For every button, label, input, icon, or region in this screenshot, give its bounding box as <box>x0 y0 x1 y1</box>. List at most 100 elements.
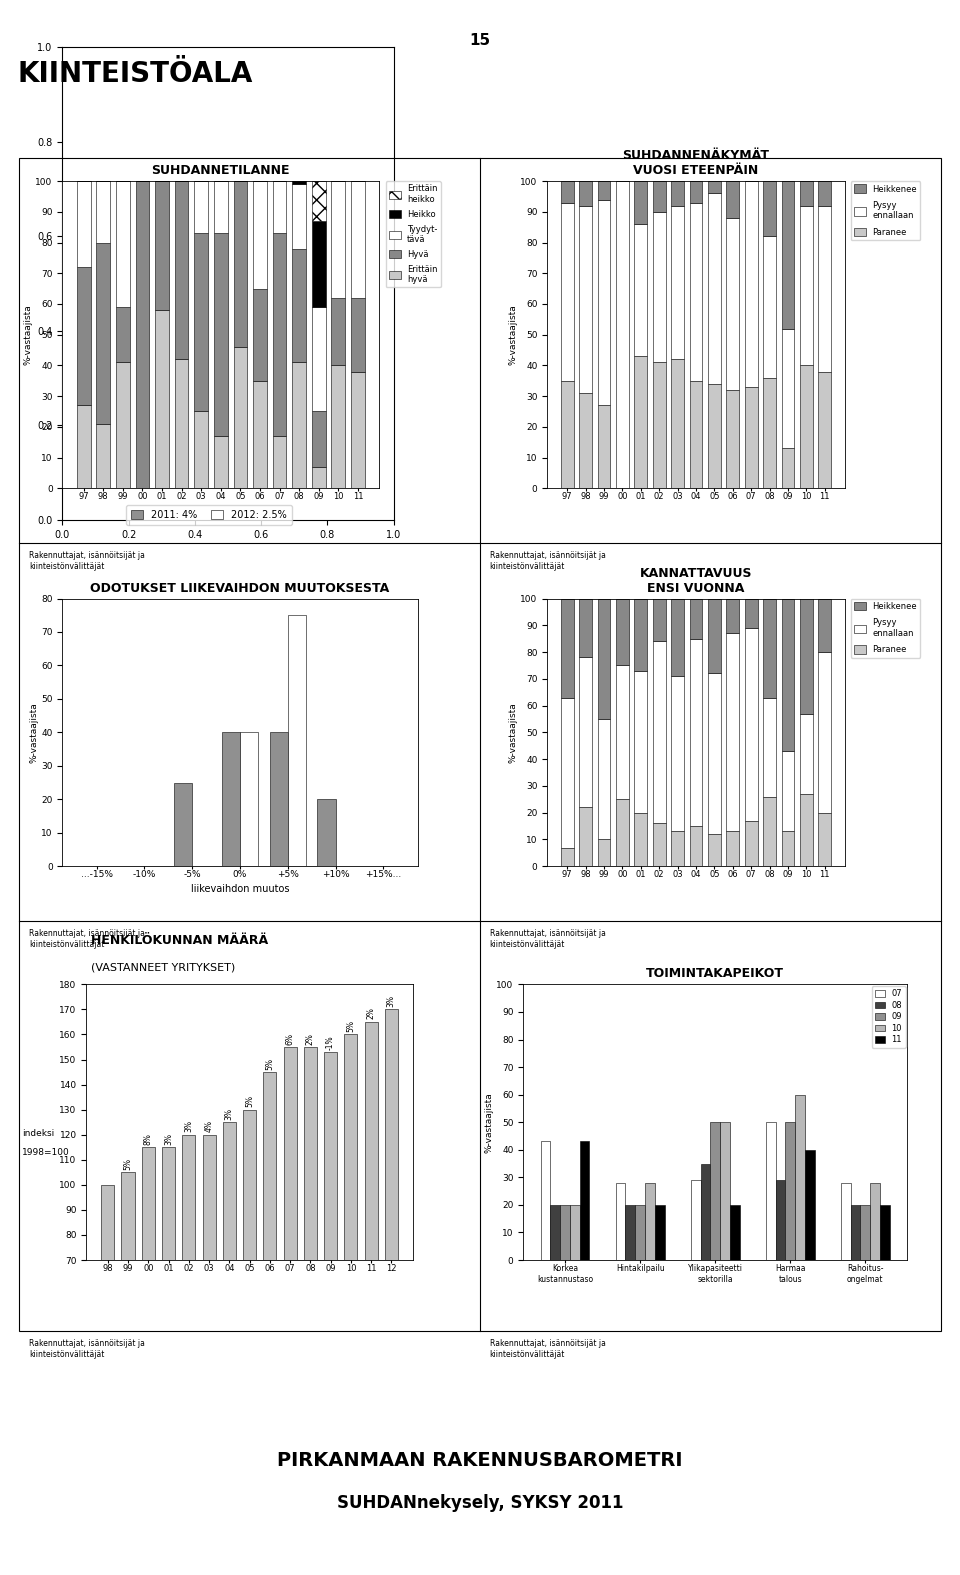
Bar <box>96 424 110 488</box>
Legend: Erittäin
heikko, Heikko, Tyydyt-
tävä, Hyvä, Erittäin
hyvä: Erittäin heikko, Heikko, Tyydyt- tävä, H… <box>386 181 441 288</box>
Bar <box>194 411 208 488</box>
Title: KANNATTAVUUS
ENSI VUONNA: KANNATTAVUUS ENSI VUONNA <box>639 567 753 594</box>
Text: 5%: 5% <box>347 1021 355 1032</box>
Bar <box>597 839 611 866</box>
Bar <box>233 181 248 346</box>
Text: 2%: 2% <box>306 1033 315 1044</box>
Bar <box>580 1142 589 1260</box>
Y-axis label: %-vastaajista: %-vastaajista <box>509 304 517 365</box>
Bar <box>860 1205 870 1260</box>
Bar <box>689 381 703 488</box>
Bar <box>818 598 831 652</box>
Bar <box>727 217 739 391</box>
Bar <box>142 1147 155 1435</box>
Bar <box>253 181 267 288</box>
Bar <box>331 298 346 365</box>
Bar <box>579 394 592 488</box>
Text: -1%: -1% <box>326 1035 335 1049</box>
Bar <box>800 206 813 365</box>
Bar <box>689 598 703 639</box>
Bar <box>745 598 757 628</box>
Bar <box>561 598 574 698</box>
Text: Rakennuttajat, isännöitsijät ja
kiinteistönvälittäjät: Rakennuttajat, isännöitsijät ja kiinteis… <box>29 929 145 950</box>
Text: 3%: 3% <box>225 1107 234 1120</box>
Bar <box>689 203 703 381</box>
Bar <box>561 381 574 488</box>
Bar <box>223 1121 236 1435</box>
Bar <box>570 1205 580 1260</box>
Bar <box>730 1205 739 1260</box>
Bar <box>579 657 592 808</box>
Bar <box>253 381 267 488</box>
Bar <box>653 641 665 824</box>
Bar <box>671 181 684 206</box>
Bar <box>763 598 776 698</box>
Bar <box>194 233 208 411</box>
Bar <box>781 832 795 866</box>
Bar <box>727 391 739 488</box>
Bar <box>550 1205 561 1260</box>
Text: 1998=100: 1998=100 <box>22 1148 70 1158</box>
Bar <box>708 674 721 835</box>
Bar <box>351 372 365 488</box>
Bar <box>727 633 739 832</box>
Title: TOIMINTAKAPEIKOT: TOIMINTAKAPEIKOT <box>646 967 784 980</box>
Bar <box>635 356 647 488</box>
Bar <box>870 1183 880 1260</box>
Bar <box>273 181 286 233</box>
Text: indeksi: indeksi <box>22 1129 55 1139</box>
Bar <box>655 1205 664 1260</box>
Legend: 07, 08, 09, 10, 11: 07, 08, 09, 10, 11 <box>872 986 905 1047</box>
Bar <box>720 1121 730 1260</box>
Bar <box>689 181 703 203</box>
Bar <box>671 832 684 866</box>
Bar <box>182 1134 196 1435</box>
Bar <box>727 832 739 866</box>
Bar <box>800 598 813 713</box>
Bar <box>691 1180 701 1260</box>
Text: Rakennuttajat, isännöitsijät ja
kiinteistönvälittäjät: Rakennuttajat, isännöitsijät ja kiinteis… <box>490 1339 606 1359</box>
Text: 8%: 8% <box>144 1132 153 1145</box>
Text: 5%: 5% <box>124 1158 132 1170</box>
Bar <box>615 1183 626 1260</box>
Bar <box>708 384 721 488</box>
Bar <box>800 365 813 488</box>
Bar <box>331 365 346 488</box>
Bar <box>708 181 721 194</box>
Text: 3%: 3% <box>387 995 396 1006</box>
Text: SUHDANnekysely, SYKSY 2011: SUHDANnekysely, SYKSY 2011 <box>337 1493 623 1512</box>
Bar <box>818 813 831 866</box>
Bar <box>781 329 795 449</box>
Text: Rakennuttajat, isännöitsijät ja
kiinteistönvälittäjät: Rakennuttajat, isännöitsijät ja kiinteis… <box>490 551 606 572</box>
Text: 6%: 6% <box>286 1033 295 1044</box>
Text: Rakennuttajat, isännöitsijät ja
kiinteistönvälittäjät: Rakennuttajat, isännöitsijät ja kiinteis… <box>29 1339 145 1359</box>
Bar <box>804 1150 815 1260</box>
Bar <box>222 732 240 866</box>
Text: 5%: 5% <box>265 1057 275 1069</box>
Bar <box>175 359 188 488</box>
Bar <box>671 598 684 676</box>
Bar <box>194 181 208 233</box>
Bar <box>636 1205 645 1260</box>
Bar <box>689 825 703 866</box>
Bar <box>77 181 90 268</box>
Bar <box>616 800 629 866</box>
Bar <box>579 808 592 866</box>
Text: HENKILÖKUNNAN MÄÄRÄ: HENKILÖKUNNAN MÄÄRÄ <box>91 934 269 947</box>
Bar <box>597 598 611 718</box>
Bar <box>214 233 228 436</box>
Bar <box>156 310 169 488</box>
Bar <box>763 698 776 797</box>
Bar <box>174 783 192 866</box>
Bar <box>800 794 813 866</box>
Bar <box>781 181 795 329</box>
Bar <box>122 1172 134 1435</box>
Bar <box>214 181 228 233</box>
Bar <box>135 181 150 488</box>
Bar <box>561 203 574 381</box>
Bar <box>597 181 611 200</box>
Bar <box>766 1121 776 1260</box>
Bar <box>635 181 647 224</box>
Bar <box>324 1052 337 1435</box>
Bar <box>653 181 665 213</box>
